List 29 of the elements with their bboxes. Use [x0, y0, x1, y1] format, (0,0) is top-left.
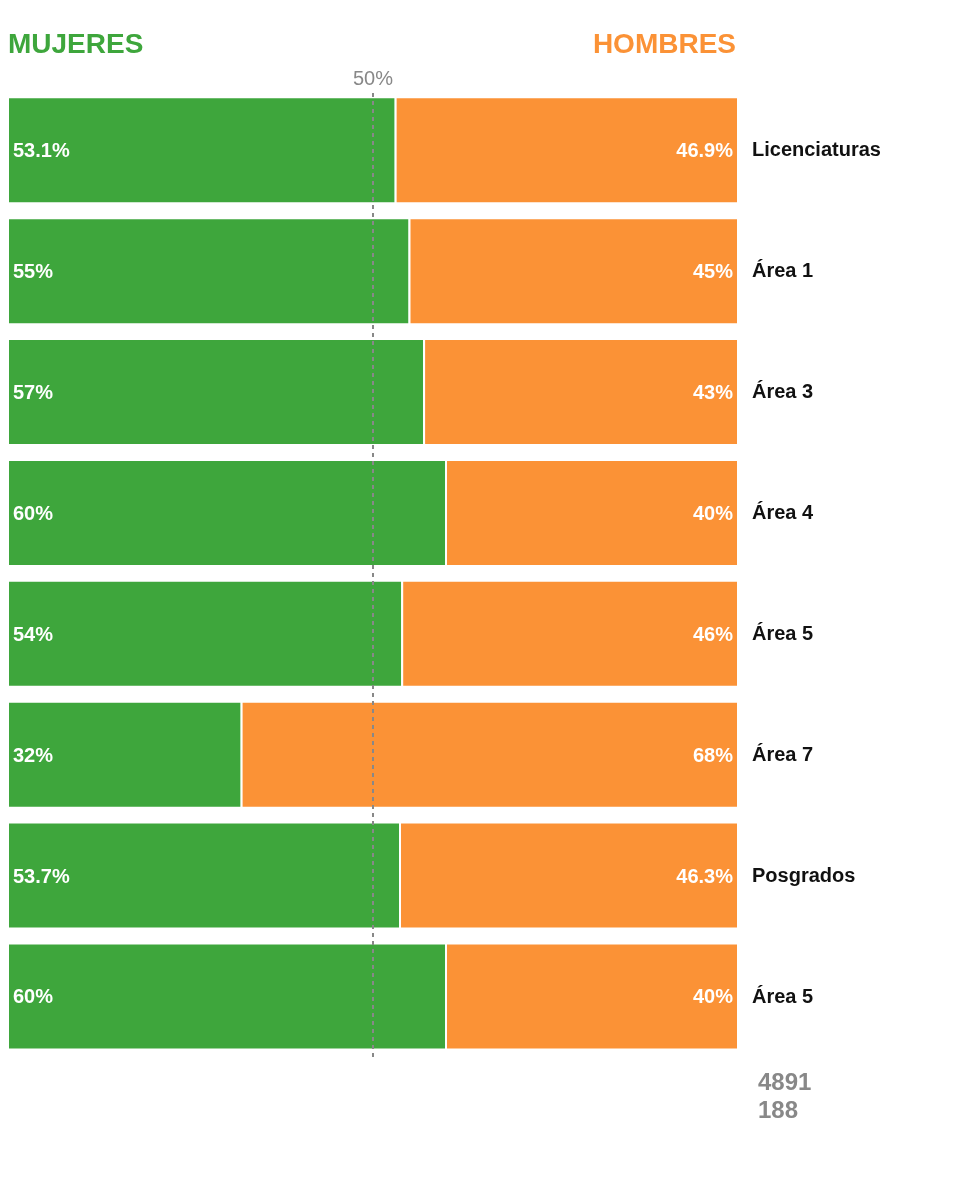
series-label: MUJERES — [8, 28, 144, 60]
y-tick-label: Área 7 — [752, 742, 814, 765]
data-label: 55% — [13, 260, 54, 283]
y-tick-label: Área 4 — [752, 501, 815, 524]
y-tick-label: Área 3 — [752, 380, 814, 403]
data-label: 60% — [13, 501, 54, 524]
text: 188 — [758, 1096, 800, 1124]
data-label: 40% — [692, 501, 734, 524]
data-label: 53.1% — [13, 139, 70, 162]
data-label: 68% — [692, 743, 734, 766]
data-label: 57% — [13, 381, 54, 404]
data-label: 45% — [692, 260, 734, 283]
data-label: 46.9% — [676, 139, 734, 162]
data-label: 60% — [13, 985, 54, 1008]
data-label: 46.3% — [676, 864, 734, 887]
data-label: 32% — [13, 743, 54, 766]
data-label: 40% — [692, 985, 734, 1008]
y-tick-label: Área 5 — [752, 621, 814, 644]
series-label: HOMBRES — [592, 28, 736, 60]
data-label: 46% — [692, 622, 734, 645]
y-tick-label: Área 1 — [752, 259, 814, 282]
y-tick-label: Licenciaturas — [752, 138, 881, 161]
data-label: 54% — [13, 622, 54, 645]
data-label: 53.7% — [13, 864, 70, 887]
y-tick-label: Posgrados — [752, 863, 856, 886]
text: 4891 — [758, 1068, 813, 1096]
data-label: 43% — [692, 381, 734, 404]
ref-line-label: 50% — [352, 67, 394, 89]
y-tick-label: Área 5 — [752, 984, 814, 1007]
